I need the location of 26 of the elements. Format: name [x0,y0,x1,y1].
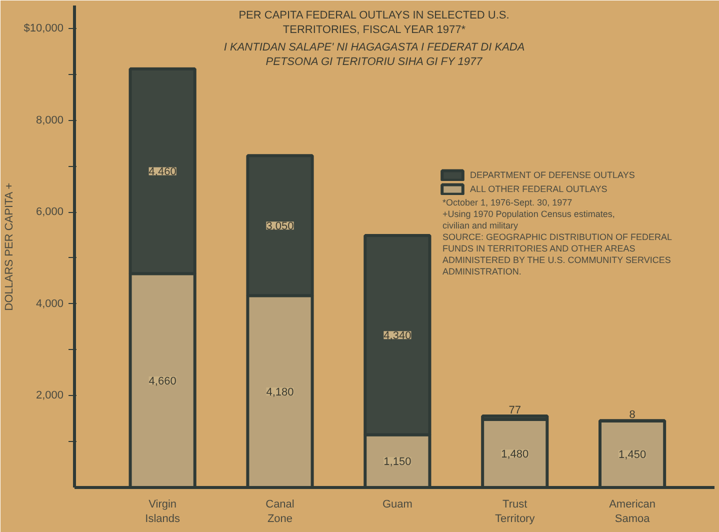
data-label: 8 [629,408,636,421]
x-tick-label: American Samoa [609,498,656,525]
data-label: 1,450 [618,449,646,462]
data-label: 77 [508,404,521,416]
text: PER CAPITA FEDERAL OUTLAYS IN SELECTED U.S. TERRITORIES, FISCAL YEAR 1977* [238,10,510,36]
data-label: 4,660 [148,376,176,388]
y-tick-label: 8,000 [36,114,64,126]
data-label: 1,150 [384,456,412,468]
text: I KANTIDAN SALAPE' NI HAGAGASTA I FEDERAT DI KADA PETSONA GI TERITORIU SIHA GI FY 1977 [224,42,525,68]
legend-label: DEPARTMENT OF DEFENSE OUTLAYS [470,169,635,181]
x-tick-label: Guam [382,498,412,510]
y-tick-label: 6,000 [36,206,64,218]
y-tick-label: 4,000 [36,298,64,310]
y-tick-label: 2,000 [36,390,64,402]
y-axis-title: DOLLARS PER CAPITA + [4,182,16,311]
legend-label: ALL OTHER FEDERAL OUTLAYS [470,183,608,195]
data-label: 4,460 [148,166,176,178]
annotation: SOURCE: GEOGRAPHIC DISTRIBUTION OF FEDERAL FUNDS IN TERRITORIES AND OTHER AREAS ADMINISTERED BY THE U.S. COMMUNITY SERVICES ADMINISTRATION. [442,232,672,276]
data-label: 1,480 [501,448,529,461]
annotation: +Using 1970 Population Census estimates, civilian and military [442,209,615,230]
y-tick-label: $10,000 [24,22,64,34]
x-tick-label: Trust Territory [495,498,536,525]
annotation: *October 1, 1976-Sept. 30, 1977 [442,198,572,208]
x-tick-label: Virgin Islands [145,498,180,525]
x-tick-label: Canal Zone [266,498,294,525]
data-label: 4,180 [266,386,294,399]
